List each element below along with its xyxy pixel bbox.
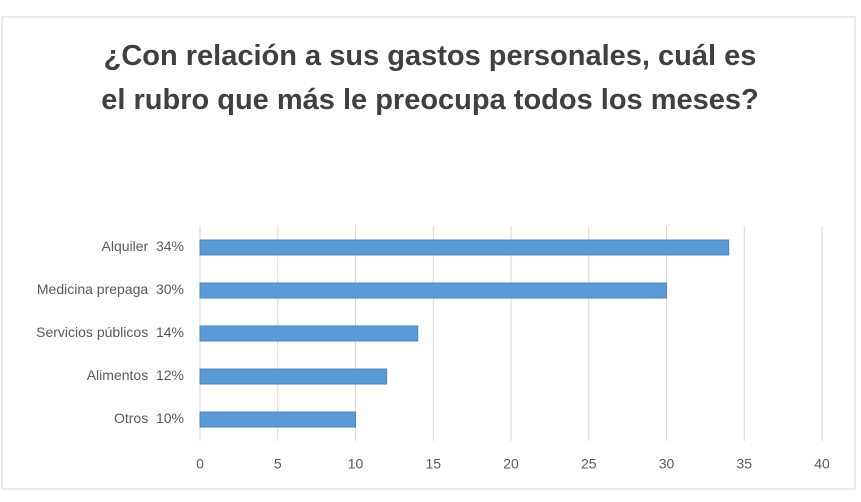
x-tick-label: 0 [196,456,204,472]
x-tick-label: 10 [348,456,364,472]
x-tick-label: 20 [503,456,519,472]
x-tick-label: 40 [814,456,830,472]
x-tick-label: 35 [736,456,752,472]
bar [199,368,388,385]
x-tick-label: 15 [425,456,441,472]
y-tick-label: Alimentos 12% [87,367,184,383]
x-tick-label: 5 [274,456,282,472]
chart-title: ¿Con relación a sus gastos personales, c… [101,40,759,116]
bar [199,282,667,299]
y-tick-label: Servicios públicos 14% [36,324,184,340]
bar [199,239,730,256]
bar [199,325,419,342]
y-tick-label: Otros 10% [114,410,184,426]
x-tick-label: 30 [659,456,675,472]
y-tick-label: Alquiler 34% [102,238,185,254]
bar [199,411,356,428]
x-tick-label: 25 [581,456,597,472]
y-tick-label: Medicina prepaga 30% [37,281,184,297]
